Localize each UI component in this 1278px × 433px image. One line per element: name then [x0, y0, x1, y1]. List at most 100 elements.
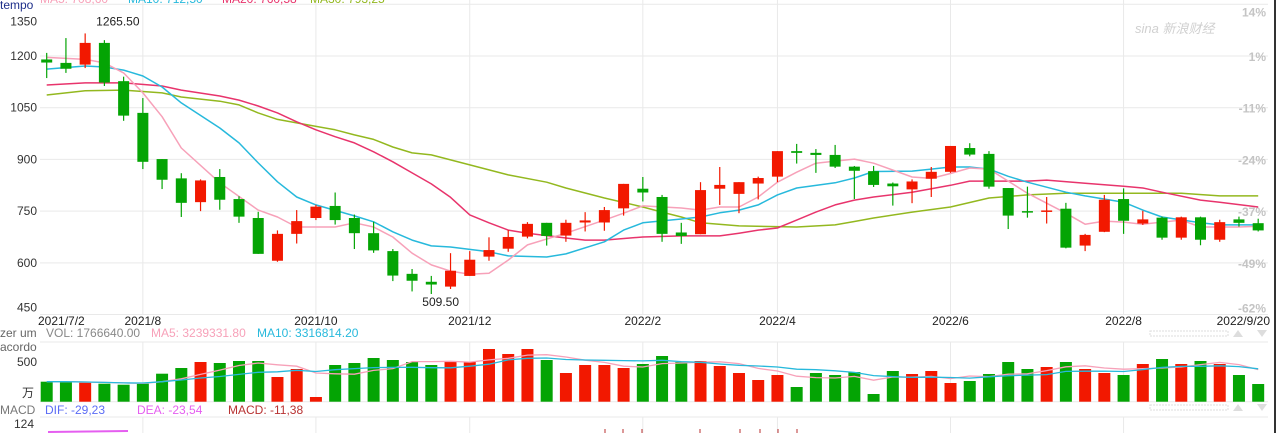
- candlestick: [1233, 216, 1245, 227]
- candlestick: [521, 222, 533, 239]
- candle-body: [656, 196, 668, 234]
- candlestick: [252, 211, 264, 254]
- date-tick-label: 2022/2: [624, 314, 661, 328]
- candlestick: [791, 143, 803, 164]
- volume-move-down-icon[interactable]: [1257, 330, 1267, 337]
- candlestick: [271, 230, 283, 262]
- candlestick: [1156, 216, 1168, 240]
- candle-body: [1118, 199, 1130, 221]
- candle-body: [810, 152, 822, 155]
- price-tick-label: 1050: [10, 101, 37, 115]
- price-legend-ma20: MA20: 760,58: [222, 0, 297, 6]
- volume-bar: [732, 373, 745, 402]
- candle-body: [1175, 217, 1187, 238]
- candle-body: [541, 222, 553, 236]
- candle-body: [618, 183, 630, 209]
- date-tick-label: 2021/7/2: [38, 314, 85, 328]
- candle-body: [233, 199, 245, 217]
- percent-tick-label: -24%: [1238, 153, 1266, 167]
- candlestick: [329, 192, 341, 225]
- volume-bar: [867, 394, 880, 402]
- volume-move-up-icon[interactable]: [1233, 330, 1243, 337]
- volume-bar: [482, 349, 495, 402]
- candle-body: [464, 259, 476, 276]
- candle-body: [137, 112, 149, 162]
- ma10-line: [46, 65, 1259, 258]
- candle-body: [1252, 223, 1264, 231]
- dea-line: [47, 430, 129, 433]
- candle-body: [579, 220, 591, 223]
- candlestick: [1118, 188, 1130, 234]
- volume-bar: [752, 380, 765, 402]
- candlestick: [618, 183, 630, 216]
- volume-bar: [886, 371, 899, 402]
- candle-body: [771, 151, 783, 177]
- candle-body: [79, 42, 91, 65]
- volume-bar: [925, 371, 938, 402]
- candlestick: [1002, 188, 1014, 230]
- macd-axis-label: 124: [14, 417, 35, 431]
- candlestick: [445, 253, 457, 290]
- sina-watermark-logo: sina 新浪财经: [1135, 21, 1215, 36]
- volume-bar: [617, 368, 630, 402]
- candle-body: [483, 250, 495, 257]
- candlestick: [118, 76, 130, 121]
- candle-body: [560, 222, 572, 236]
- candlestick: [964, 143, 976, 157]
- candle-body: [598, 210, 610, 223]
- percent-tick-label: 14%: [1242, 5, 1266, 19]
- percent-tick-label: 1%: [1249, 50, 1267, 64]
- candlestick: [137, 98, 149, 170]
- candle-body: [714, 184, 726, 189]
- volume-bar: [1175, 364, 1188, 402]
- candlestick: [368, 221, 380, 253]
- macd-legend-title: MACD: [0, 403, 36, 417]
- candlestick: [656, 194, 668, 242]
- candle-body: [868, 171, 880, 185]
- candle-body: [1041, 210, 1053, 212]
- candlestick: [233, 196, 245, 223]
- candlestick: [868, 165, 880, 187]
- date-tick-label: 2021/12: [448, 314, 492, 328]
- candle-body: [906, 181, 918, 190]
- candle-body: [252, 218, 264, 254]
- volume-ma10-line: [46, 357, 1259, 384]
- price-legend-ma30: MA30: 793,25: [310, 0, 385, 6]
- volume-bar: [79, 382, 92, 402]
- price-legend-ma10: MA10: 712,50: [128, 0, 203, 6]
- candle-body: [310, 206, 322, 219]
- volume-bar: [406, 362, 419, 402]
- candlestick: [41, 52, 53, 79]
- macd-move-down-icon[interactable]: [1257, 404, 1267, 411]
- macd-move-up-icon[interactable]: [1233, 404, 1243, 411]
- volume-bar: [636, 364, 649, 402]
- date-tick-label: 2022/4: [759, 314, 796, 328]
- candle-body: [1021, 211, 1033, 213]
- volume-legend-vol: VOL: 1766640.00: [46, 326, 141, 340]
- low-price-annotation: 509.50: [422, 295, 459, 309]
- macd-panel-resize-grip[interactable]: [1149, 404, 1229, 411]
- candlestick: [925, 166, 937, 197]
- candle-body: [1195, 217, 1206, 240]
- volume-bar: [1156, 359, 1169, 402]
- candle-body: [60, 62, 72, 69]
- volume-bar: [1098, 373, 1111, 402]
- candle-body: [1233, 219, 1245, 223]
- macd-legend-macd: MACD: -11,38: [228, 403, 304, 417]
- candle-body: [291, 221, 303, 234]
- volume-bar: [1021, 369, 1034, 402]
- volume-bar: [656, 356, 669, 402]
- high-price-annotation: 1265.50: [96, 14, 140, 28]
- volume-panel-resize-grip[interactable]: [1149, 330, 1229, 337]
- volume-bar: [579, 365, 592, 402]
- volume-bar: [463, 361, 476, 402]
- volume-bar: [790, 387, 803, 402]
- candle-body: [1060, 208, 1072, 248]
- candlestick: [560, 219, 572, 242]
- volume-bar: [156, 373, 169, 402]
- candle-body: [1098, 199, 1110, 232]
- candle-body: [521, 223, 533, 237]
- candlestick: [483, 237, 495, 261]
- volume-bar: [136, 383, 149, 402]
- candle-body: [964, 148, 976, 155]
